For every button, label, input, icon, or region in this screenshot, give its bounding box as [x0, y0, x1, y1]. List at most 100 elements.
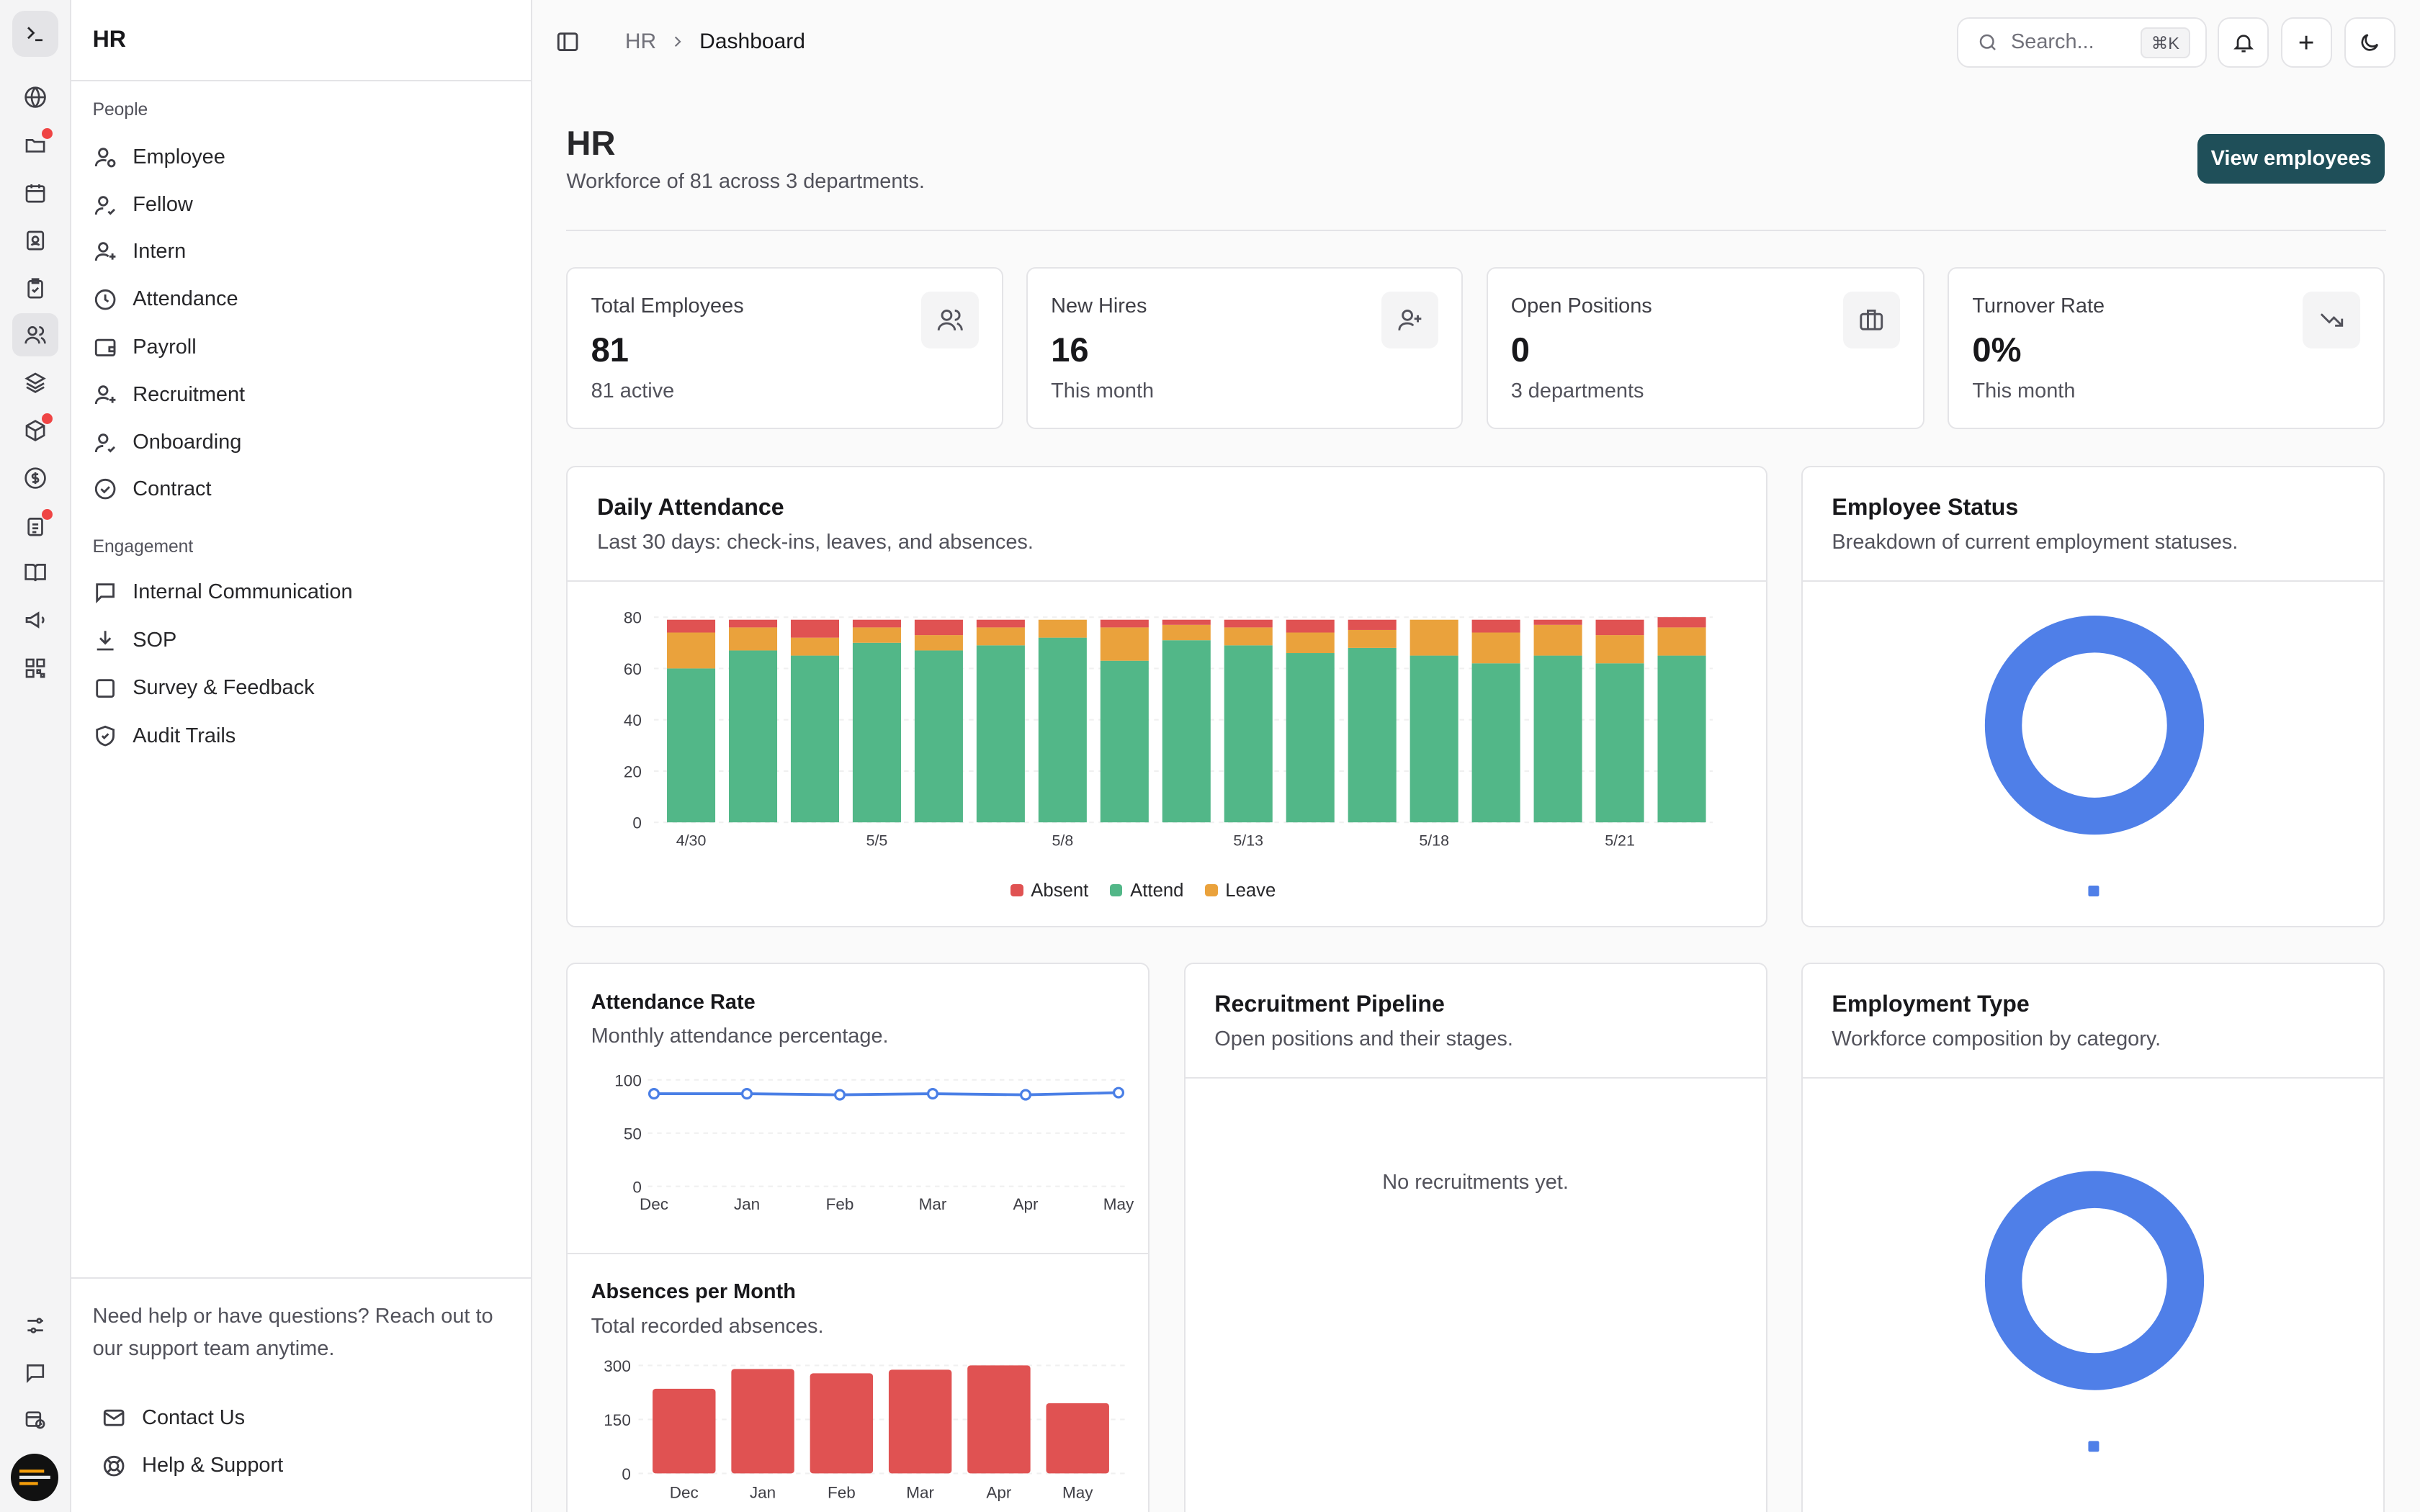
divider	[568, 580, 1766, 582]
sidebar-item-payroll[interactable]: Payroll	[93, 328, 510, 365]
chart-legend: Absent Attend Leave	[1010, 881, 1276, 901]
users-icon[interactable]	[12, 313, 59, 356]
user-check-icon	[94, 433, 115, 453]
user-cog-icon	[94, 148, 115, 168]
sidebar-item-survey-feedback[interactable]: Survey & Feedback	[93, 670, 510, 706]
bar-attend	[915, 650, 964, 822]
card-subtitle: Open positions and their stages.	[1214, 1027, 1513, 1050]
sidebar: HR People Employee Fellow Intern Attenda…	[71, 0, 533, 1512]
bar-attend	[1595, 663, 1644, 822]
x-tick-label: 5/5	[866, 832, 888, 849]
bar-leave	[1101, 627, 1150, 661]
bar-absent	[1286, 619, 1335, 633]
theme-toggle-button[interactable]	[2344, 17, 2396, 68]
search-input[interactable]: Search... ⌘K	[1957, 17, 2208, 68]
absence-bar	[653, 1388, 716, 1474]
x-tick-label: 5/13	[1234, 832, 1264, 849]
bar-leave	[729, 627, 778, 651]
employee-status-card: Employee Status Breakdown of current emp…	[1801, 466, 2385, 927]
bar-absent	[791, 619, 840, 638]
x-tick-label: Apr	[987, 1484, 1013, 1502]
layers-icon[interactable]	[12, 361, 58, 404]
message-icon[interactable]	[12, 1351, 58, 1395]
package-icon[interactable]	[12, 409, 58, 452]
sidebar-item-internal-communication[interactable]: Internal Communication	[93, 574, 510, 611]
rate-point	[834, 1089, 846, 1101]
help-support-label: Help & Support	[142, 1454, 284, 1477]
clipboard-list-icon[interactable]	[12, 505, 58, 548]
sidebar-item-label: Intern	[133, 239, 187, 263]
contact-book-icon[interactable]	[12, 219, 58, 262]
sidebar-item-contract[interactable]: Contract	[93, 471, 510, 508]
sidebar-item-label: Employee	[133, 145, 225, 169]
bar-attend	[1472, 663, 1521, 822]
bar-leave	[1657, 627, 1706, 656]
notifications-button[interactable]	[2218, 17, 2269, 68]
card-subtitle: Total recorded absences.	[591, 1314, 824, 1338]
sidebar-item-recruitment[interactable]: Recruitment	[93, 377, 510, 413]
rate-point	[1113, 1086, 1125, 1099]
y-tick-label: 50	[624, 1125, 642, 1143]
bar-absent	[1472, 619, 1521, 633]
legend-item-attend: Attend	[1110, 881, 1183, 901]
sidebar-item-sop[interactable]: SOP	[93, 622, 510, 659]
card-subtitle: Breakdown of current employment statuses…	[1832, 530, 2238, 554]
calendar-clock-icon[interactable]	[12, 1398, 58, 1441]
stat-card-new-hires: New Hires 16 This month	[1026, 266, 1464, 429]
x-tick-label: Apr	[1013, 1195, 1039, 1213]
y-tick-label: 60	[624, 660, 642, 678]
x-tick-label: Feb	[826, 1195, 854, 1213]
contact-us-label: Contact Us	[142, 1405, 246, 1429]
y-tick-label: 0	[622, 1465, 632, 1483]
rate-point	[648, 1088, 660, 1100]
bar-attend	[791, 655, 840, 822]
search-shortcut: ⌘K	[2140, 27, 2190, 59]
bar-attend	[853, 642, 902, 822]
globe-icon[interactable]	[12, 76, 58, 119]
stat-value: 0%	[1972, 330, 2022, 369]
sidebar-item-onboarding[interactable]: Onboarding	[93, 424, 510, 461]
x-tick-label: 5/8	[1052, 832, 1074, 849]
user-avatar[interactable]	[11, 1453, 59, 1501]
sidebar-toggle-icon[interactable]	[555, 30, 580, 60]
dollar-icon[interactable]	[12, 456, 58, 500]
bar-leave	[1472, 632, 1521, 664]
book-open-icon[interactable]	[12, 551, 58, 594]
view-employees-button[interactable]: View employees	[2197, 134, 2385, 184]
sidebar-item-employee[interactable]: Employee	[93, 139, 510, 176]
clock-icon	[94, 289, 115, 310]
sidebar-item-attendance[interactable]: Attendance	[93, 281, 510, 318]
help-support-link[interactable]: Help & Support	[102, 1447, 283, 1484]
stat-card-turnover-rate: Turnover Rate 0% This month	[1948, 266, 2385, 429]
sidebar-item-audit-trails[interactable]: Audit Trails	[93, 717, 510, 754]
terminal-icon[interactable]	[12, 11, 59, 58]
sliders-icon[interactable]	[12, 1304, 58, 1347]
stat-label: Turnover Rate	[1972, 294, 2105, 318]
users-icon	[921, 291, 979, 349]
breadcrumb-item[interactable]: HR	[624, 29, 657, 53]
bar-leave	[1039, 619, 1088, 638]
contact-us-link[interactable]: Contact Us	[102, 1400, 245, 1436]
bar-attend	[667, 668, 716, 822]
card-title: Absences per Month	[591, 1280, 796, 1304]
stat-sub: This month	[1051, 379, 1155, 402]
sidebar-item-label: Recruitment	[133, 383, 246, 407]
recruitment-pipeline-card: Recruitment Pipeline Open positions and …	[1183, 963, 1767, 1512]
folder-icon[interactable]	[12, 123, 58, 166]
qr-code-icon[interactable]	[12, 647, 58, 690]
y-tick-label: 20	[624, 762, 642, 780]
notification-dot	[41, 413, 53, 425]
sidebar-item-intern[interactable]: Intern	[93, 233, 510, 270]
add-button[interactable]	[2281, 17, 2332, 68]
chevron-right-icon	[675, 36, 681, 47]
bar-attend	[1657, 655, 1706, 822]
sidebar-item-fellow[interactable]: Fellow	[93, 186, 510, 223]
calendar-icon[interactable]	[12, 171, 58, 215]
rate-point	[741, 1088, 753, 1100]
clipboard-check-icon[interactable]	[12, 267, 58, 310]
megaphone-icon[interactable]	[12, 598, 58, 642]
donut-ring	[1984, 615, 2204, 835]
bar-attend	[977, 645, 1026, 822]
bar-leave	[1286, 632, 1335, 653]
legend-swatch	[2088, 1441, 2099, 1452]
